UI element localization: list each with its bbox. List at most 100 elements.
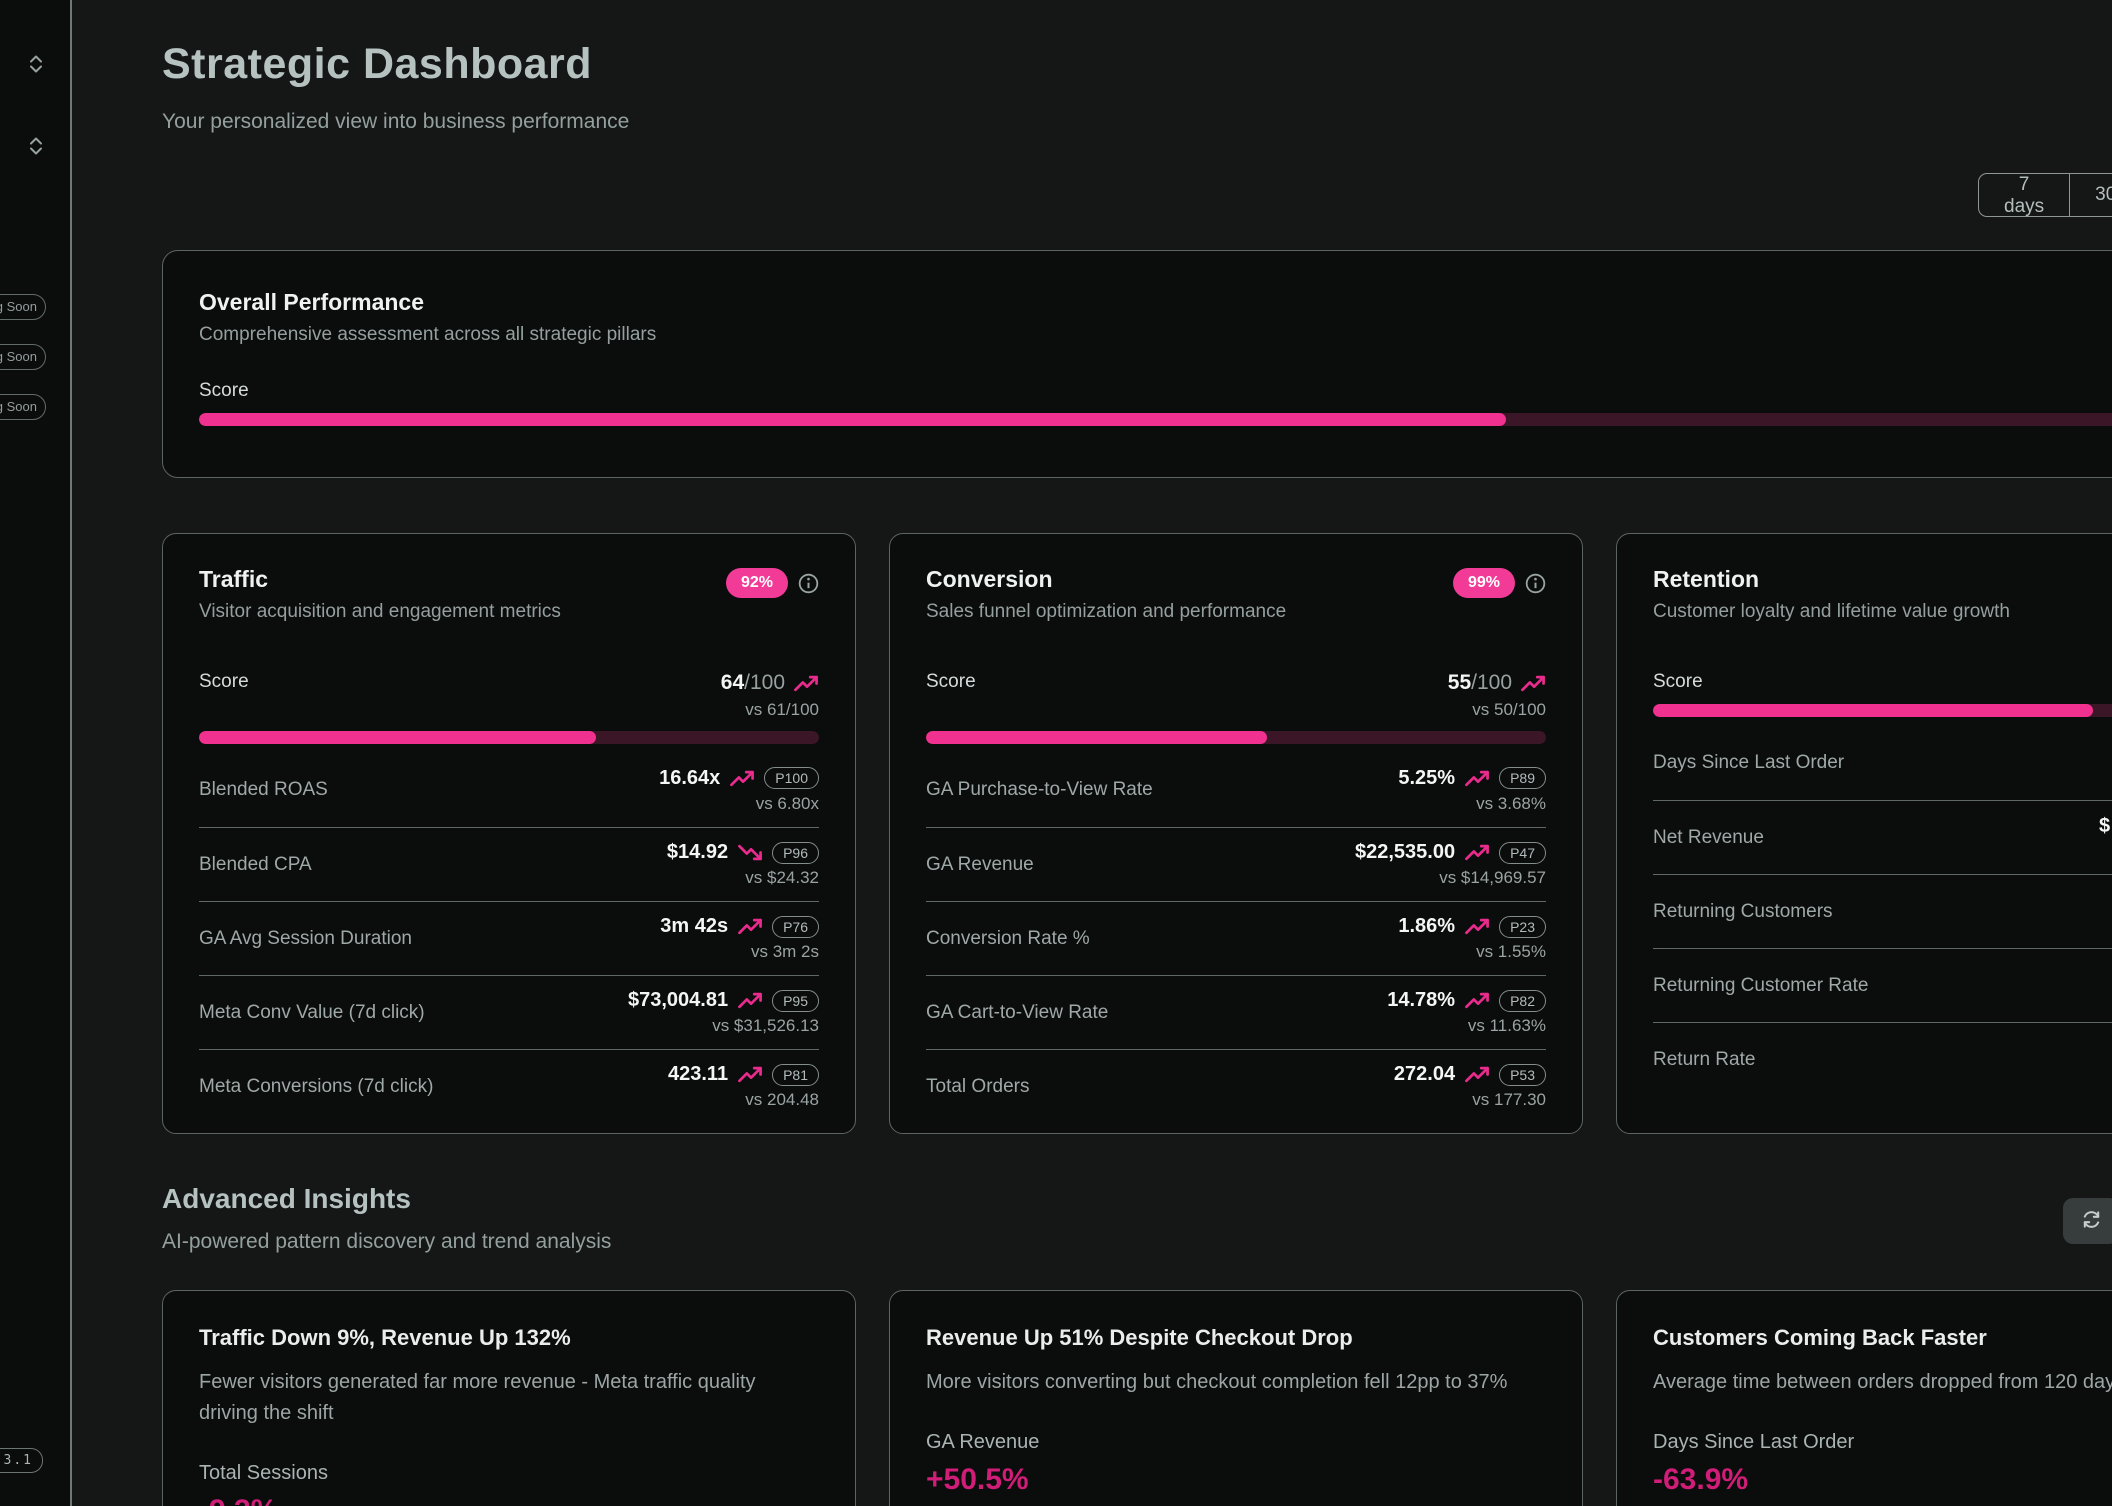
percentile-pill: P47 [1499,842,1546,864]
metric-row: Meta Conversions (7d click) 423.11 P81 v… [199,1049,819,1123]
conversion-subtitle: Sales funnel optimization and performanc… [926,601,1286,623]
insight-card-retention: Customers Coming Back Faster Average tim… [1616,1290,2112,1506]
percentile-pill: P23 [1499,916,1546,938]
metric-row: Meta Conv Value (7d click) $73,004.81 P9… [199,975,819,1049]
retention-card: Retention Customer loyalty and lifetime … [1616,533,2112,1134]
metric-label: Meta Conversions (7d click) [199,1076,433,1098]
trending-up-icon [737,991,763,1010]
main-content: Strategic Dashboard Your personalized vi… [72,0,2112,1506]
strategic-dashboard-page: g Soon g Soon g Soon .3.1 Strategic Dash… [0,0,2112,1506]
trending-down-icon [737,843,763,862]
metric-vs: vs $31,526.13 [628,1016,819,1036]
score-max: /100 [744,671,785,694]
metric-row: Total Orders 272.04 P53 vs 177.30 [926,1049,1546,1123]
retention-score-label: Score [1653,671,1703,693]
metric-row: GA Avg Session Duration 3m 42s P76 vs 3m… [199,901,819,975]
pillar-cards-row: Traffic Visitor acquisition and engageme… [162,533,2112,1134]
trending-up-icon [1464,1065,1490,1084]
percentile-pill: P82 [1499,990,1546,1012]
score-vs: vs 61/100 [721,700,819,720]
metric-label: Blended ROAS [199,779,328,801]
metric-label: Blended CPA [199,854,312,876]
metric-label: Days Since Last Order [1653,752,1844,774]
coming-soon-badge: g Soon [0,394,46,420]
insight-metric-value: -9.3% [199,1494,819,1506]
coming-soon-badge: g Soon [0,294,46,320]
metric-vs: vs 204.48 [668,1090,819,1110]
trending-up-icon [1464,843,1490,862]
metric-label: GA Avg Session Duration [199,928,412,950]
metric-vs: vs $24.32 [667,868,819,888]
metric-row: GA Revenue $22,535.00 P47 vs $14,969.57 [926,827,1546,901]
insight-metric-value: +50.5% [926,1463,1546,1497]
metric-value: 5.25% [1398,767,1455,790]
metric-label: GA Revenue [926,854,1034,876]
insight-title: Revenue Up 51% Despite Checkout Drop [926,1325,1546,1351]
metric-value: $ [2099,815,2110,838]
trending-up-icon [737,1065,763,1084]
metric-row: Days Since Last Order [1653,726,2112,800]
metric-label: Meta Conv Value (7d click) [199,1002,425,1024]
insight-description: Average time between orders dropped from… [1653,1367,2112,1398]
percentile-pill: P89 [1499,767,1546,789]
trending-up-icon [1464,917,1490,936]
metric-value: $14.92 [667,841,728,864]
metric-vs: vs 1.55% [1398,942,1546,962]
info-icon[interactable] [1525,573,1546,594]
insight-cards-row: Traffic Down 9%, Revenue Up 132% Fewer v… [162,1290,2112,1506]
insight-card-revenue: Revenue Up 51% Despite Checkout Drop Mor… [889,1290,1583,1506]
insight-title: Traffic Down 9%, Revenue Up 132% [199,1325,819,1351]
time-range-selector: 7 days 30 [1978,173,2112,217]
percentile-pill: P96 [772,842,819,864]
version-badge: .3.1 [0,1448,43,1473]
metric-value: 3m 42s [660,915,728,938]
percentile-pill: P81 [772,1064,819,1086]
trending-up-icon [1464,991,1490,1010]
retention-title: Retention [1653,566,2010,593]
metric-row: Net Revenue $ [1653,800,2112,874]
trending-up-icon [793,674,819,693]
unfold-selector-icon[interactable] [24,134,48,158]
metric-vs: vs 6.80x [659,794,819,814]
metric-vs: vs 11.63% [1387,1016,1546,1036]
metric-label: Net Revenue [1653,827,1764,849]
conversion-card: Conversion Sales funnel optimization and… [889,533,1583,1134]
overall-score-bar-fill [199,413,1506,426]
metric-value: 423.11 [668,1063,728,1086]
metric-label: Total Orders [926,1076,1029,1098]
metric-label: Conversion Rate % [926,928,1090,950]
info-icon[interactable] [798,573,819,594]
range-30-days-button[interactable]: 30 [2069,174,2112,216]
conversion-title: Conversion [926,566,1286,593]
traffic-score-label: Score [199,671,249,693]
metric-value: $22,535.00 [1355,841,1455,864]
unfold-selector-icon[interactable] [24,52,48,76]
percentile-pill: P100 [764,767,819,789]
metric-label: Returning Customers [1653,901,1833,923]
percentile-pill: P53 [1499,1064,1546,1086]
range-7-days-button[interactable]: 7 days [1979,174,2069,216]
refresh-insights-button[interactable] [2063,1198,2112,1244]
overall-score-label: Score [199,380,2112,402]
percentile-pill: P76 [772,916,819,938]
traffic-subtitle: Visitor acquisition and engagement metri… [199,601,561,623]
score-max: /100 [1471,671,1512,694]
traffic-title: Traffic [199,566,561,593]
metric-value: 16.64x [659,767,720,790]
metric-label: Returning Customer Rate [1653,975,1868,997]
trending-up-icon [729,769,755,788]
retention-score-bar [1653,704,2112,717]
insight-metric-label: GA Revenue [926,1431,1546,1454]
metric-row: Blended CPA $14.92 P96 vs $24.32 [199,827,819,901]
page-title: Strategic Dashboard [162,40,592,89]
overall-title: Overall Performance [199,289,2112,316]
conversion-score-label: Score [926,671,976,693]
retention-subtitle: Customer loyalty and lifetime value grow… [1653,601,2010,623]
metric-value: $73,004.81 [628,989,728,1012]
metric-row: Returning Customers [1653,874,2112,948]
insight-metric-label: Days Since Last Order [1653,1431,2112,1454]
traffic-score-bar [199,731,819,744]
metric-row: GA Purchase-to-View Rate 5.25% P89 vs 3.… [926,753,1546,827]
overall-performance-card: Overall Performance Comprehensive assess… [162,250,2112,478]
traffic-card: Traffic Visitor acquisition and engageme… [162,533,856,1134]
